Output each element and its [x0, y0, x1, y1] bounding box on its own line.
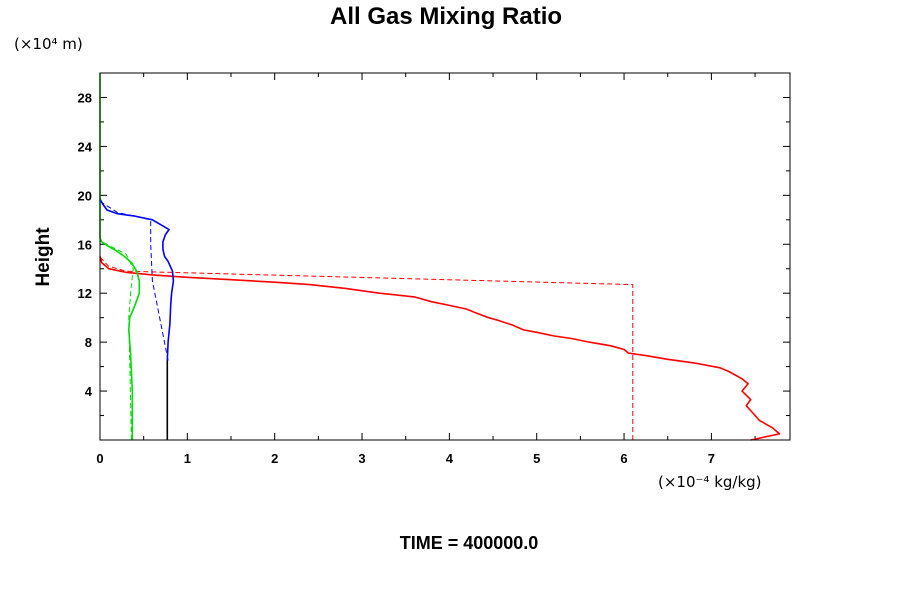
series-line-2 [99, 198, 175, 361]
x-tick-label: 3 [358, 451, 365, 466]
x-tick-label: 6 [620, 451, 627, 466]
x-tick-label: 5 [533, 451, 540, 466]
series-line-6 [99, 240, 134, 441]
x-tick-label: 4 [446, 451, 454, 466]
y-axis-label: Height [33, 227, 54, 287]
series-line-0 [99, 256, 781, 441]
x-tick-label: 7 [708, 451, 715, 466]
series-line-3 [99, 200, 169, 361]
x-tick-label: 1 [184, 451, 191, 466]
chart-title: All Gas Mixing Ratio [330, 3, 562, 30]
series-line-1 [99, 256, 634, 440]
x-tick-label: 0 [96, 451, 103, 466]
x-tick-label: 2 [271, 451, 278, 466]
plot-frame [99, 72, 791, 441]
y-tick-label: 16 [78, 237, 92, 252]
y-tick-label: 24 [78, 139, 93, 154]
series-line-5 [99, 237, 141, 440]
y-tick-label: 12 [78, 286, 92, 301]
x-unit-label: (×10⁻⁴ kg/kg) [658, 473, 762, 491]
y-tick-label: 20 [78, 188, 92, 203]
y-tick-label: 8 [85, 335, 92, 350]
y-tick-label: 28 [78, 90, 92, 105]
y-unit-label: (×10⁴ m) [14, 35, 83, 53]
time-footer: TIME = 400000.0 [400, 533, 539, 553]
y-tick-label: 4 [85, 384, 93, 399]
series-lines [99, 73, 781, 441]
